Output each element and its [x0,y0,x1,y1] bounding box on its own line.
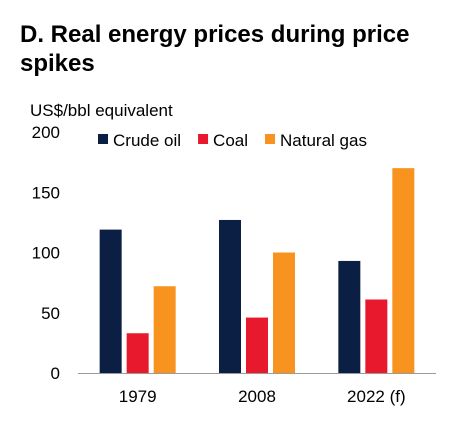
y-tick-label: 200 [32,123,60,142]
bar-natural-gas-2022-f [392,168,415,373]
bar-coal-2022-f [365,299,388,373]
x-tick-label: 1979 [119,387,157,406]
bars [99,168,415,373]
chart-title: D. Real energy prices during price spike… [20,21,410,77]
y-axis-ticks: 0 50 100 150 200 [32,123,60,383]
legend-label-crude-oil: Crude oil [113,131,181,150]
bar-coal-1979 [126,333,149,373]
bar-natural-gas-2008 [273,252,295,373]
y-tick-label: 100 [32,244,60,263]
x-axis-ticks: 1979 2008 2022 (f) [119,387,406,406]
x-tick-label: 2008 [238,387,276,406]
legend-swatch-natural-gas [265,134,276,144]
y-tick-label: 50 [41,304,60,323]
x-tick-label: 2022 (f) [347,387,406,406]
legend-swatch-coal [198,134,209,144]
legend-label-natural-gas: Natural gas [280,131,367,150]
y-axis-label: US$/bbl equivalent [30,101,173,120]
y-tick-label: 0 [51,364,60,383]
bar-crude-oil-2022-f [338,260,361,373]
legend-swatch-crude-oil [98,134,108,144]
legend-label-coal: Coal [213,131,248,150]
y-tick-label: 150 [32,183,60,202]
legend: Crude oil Coal Natural gas [98,131,367,150]
bar-natural-gas-1979 [153,286,176,373]
bar-crude-oil-1979 [99,229,122,373]
bar-coal-2008 [246,317,268,373]
bar-crude-oil-2008 [219,219,241,373]
